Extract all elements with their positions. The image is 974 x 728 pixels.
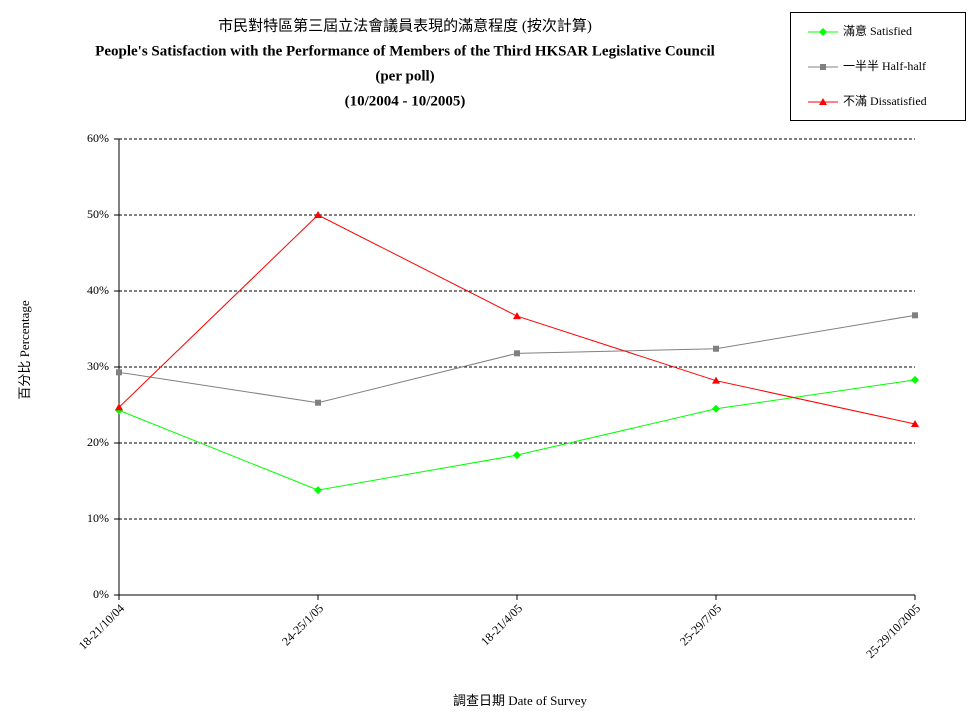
y-tick-label: 30% [87,359,109,373]
marker [912,312,918,319]
legend-label: 一半半 Half-half [843,59,926,73]
x-tick-label: 18-21/10/04 [76,601,127,652]
legend-marker [819,28,827,36]
x-axis-label: 調查日期 Date of Survey [453,693,587,708]
marker [911,375,919,384]
series-line [118,379,916,491]
marker [513,312,521,320]
y-axis-label: 百分比 Percentage [17,300,32,400]
marker [712,376,720,384]
marker [315,399,321,406]
series-line [118,214,916,425]
marker [514,350,520,357]
y-tick-label: 0% [93,587,109,601]
y-tick-label: 20% [87,435,109,449]
legend-marker [819,98,827,105]
y-tick-label: 50% [87,207,109,221]
chart-subtitle: (per poll) [375,68,434,84]
x-tick-label: 18-21/4/05 [478,601,525,648]
series-line [118,314,916,404]
marker [314,486,322,495]
marker [713,345,719,352]
x-tick-label: 25-29/10/2005 [863,601,923,661]
marker [911,420,919,427]
chart-subtitle: People's Satisfaction with the Performan… [95,43,715,59]
y-tick-label: 40% [87,283,109,297]
marker [116,369,122,376]
y-tick-label: 10% [87,511,109,525]
marker [513,451,521,460]
chart-subtitle: (10/2004 - 10/2005) [345,93,466,109]
marker [115,403,123,411]
legend-label: 不滿 Dissatisfied [843,94,927,108]
x-tick-label: 25-29/7/05 [677,601,724,648]
y-tick-label: 60% [87,131,109,145]
x-tick-label: 24-25/1/05 [279,601,326,648]
legend-marker [820,64,826,70]
chart-title: 市民對特區第三屆立法會議員表現的滿意程度 (按次計算) [218,16,592,34]
legend-label: 滿意 Satisfied [843,23,912,38]
marker [712,404,720,413]
marker [314,211,322,218]
